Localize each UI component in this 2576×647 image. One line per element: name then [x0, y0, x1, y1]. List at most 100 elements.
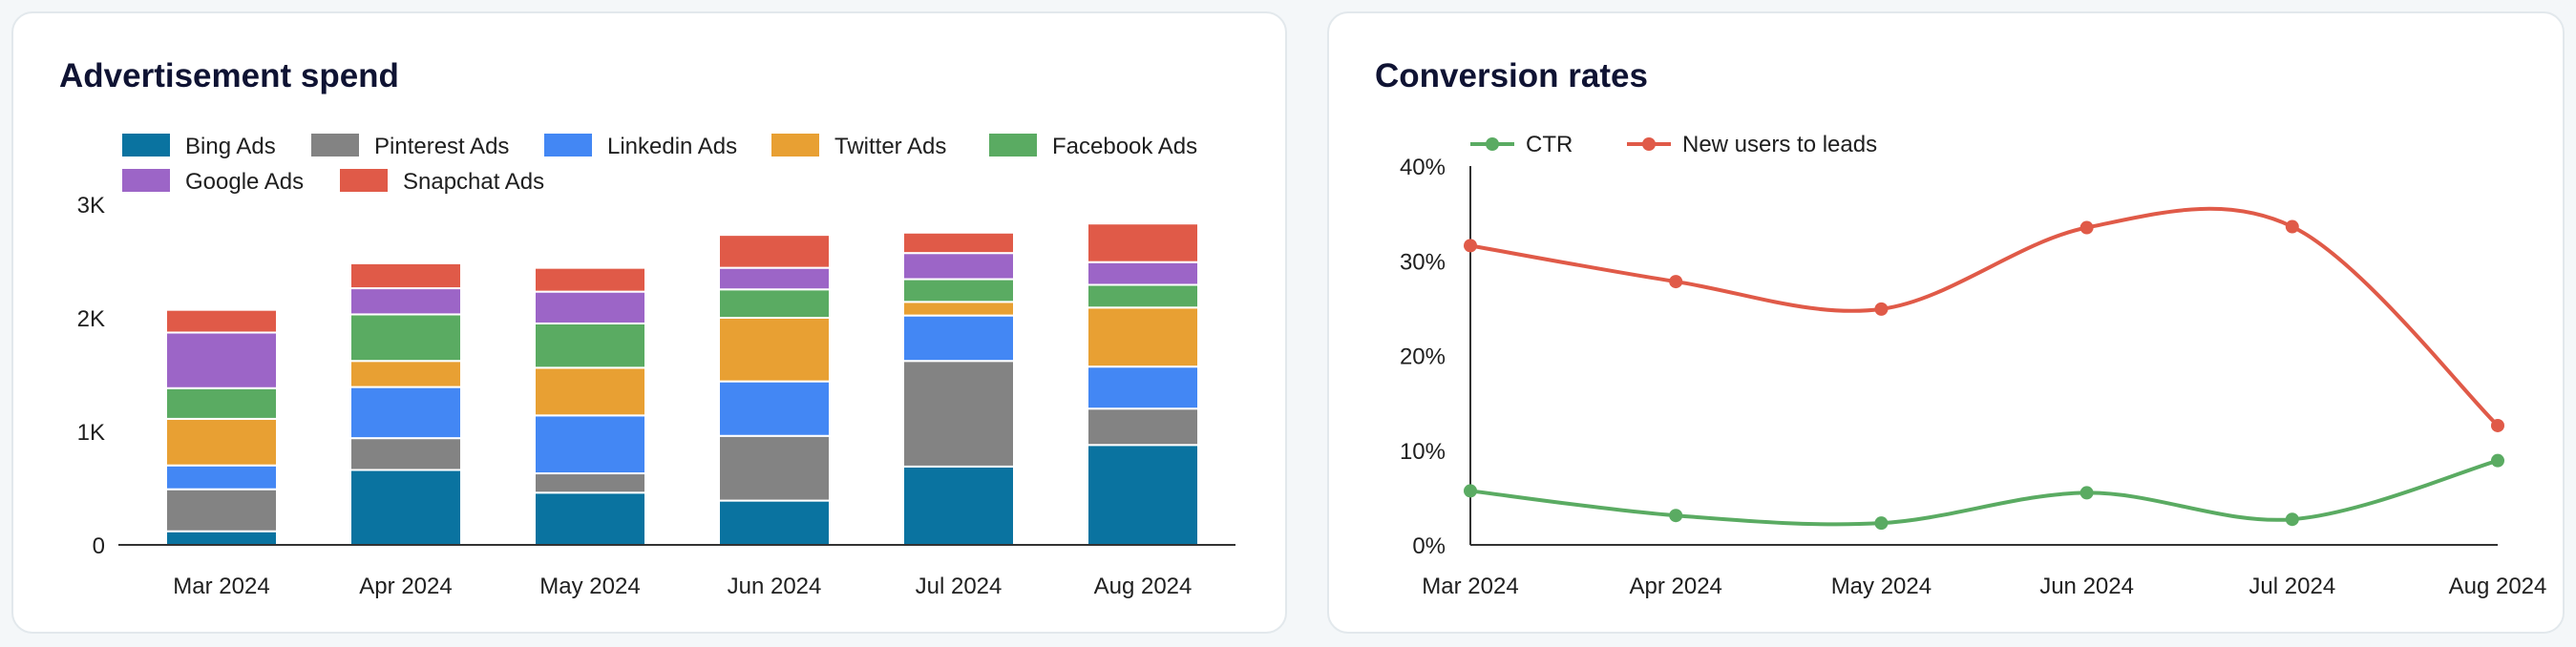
- y-tick-label: 10%: [1400, 439, 1446, 465]
- legend-swatch: [122, 134, 170, 157]
- bar-segment: [349, 469, 462, 546]
- data-point: [1464, 239, 1477, 253]
- y-tick-label: 0: [93, 533, 105, 559]
- bar-segment: [1087, 407, 1199, 447]
- bar-segment: [902, 465, 1015, 547]
- y-tick-label: 30%: [1400, 249, 1446, 275]
- bar-segment: [902, 252, 1015, 281]
- bar-stack: [349, 261, 462, 546]
- y-tick-label: 40%: [1400, 155, 1446, 180]
- data-point: [1874, 302, 1889, 316]
- data-point: [1669, 509, 1683, 523]
- bar-segment: [534, 414, 646, 475]
- bar-segment: [902, 301, 1015, 317]
- conversion-rates-chart: CTR New users to leads 0% 10% 20% 30% 40% Mar 2…: [1400, 132, 2547, 599]
- legend-swatch: [122, 169, 170, 192]
- bar-segment: [165, 308, 278, 334]
- legend-item: Snapchat Ads: [340, 169, 544, 195]
- legend-item: Twitter Ads: [771, 134, 946, 159]
- legend-label: New users to leads: [1682, 132, 1877, 157]
- bar-segment: [902, 278, 1015, 303]
- bar-segment: [1087, 222, 1199, 263]
- legend-swatch: [771, 134, 819, 157]
- bar-segment: [349, 386, 462, 440]
- legend-item: Google Ads: [122, 169, 304, 195]
- bar-segment: [1087, 365, 1199, 410]
- bar-segment: [165, 530, 278, 546]
- data-point: [2080, 220, 2094, 235]
- x-tick-label: Jun 2024: [2039, 574, 2134, 599]
- data-point: [1874, 516, 1889, 531]
- legend-label: Google Ads: [185, 169, 304, 195]
- bar-segment: [902, 314, 1015, 363]
- bar-stack: [534, 266, 646, 547]
- legend-label: Bing Ads: [185, 134, 276, 159]
- legend-label: CTR: [1526, 132, 1573, 157]
- legend-label: Snapchat Ads: [403, 169, 544, 195]
- data-point: [2285, 512, 2299, 527]
- x-tick-label: Apr 2024: [359, 574, 452, 599]
- legend-label: Pinterest Ads: [374, 134, 509, 159]
- legend-item: CTR: [1470, 132, 1573, 157]
- x-tick-label: Jun 2024: [728, 574, 822, 599]
- bar-segment: [534, 266, 646, 293]
- legend-label: Twitter Ads: [834, 134, 946, 159]
- data-point: [2080, 486, 2094, 500]
- bar-segment: [349, 287, 462, 316]
- x-tick-label: May 2024: [539, 574, 640, 599]
- y-tick-label: 1K: [77, 420, 105, 446]
- legend-swatch: [340, 169, 388, 192]
- bar-segment: [165, 464, 278, 490]
- legend-label: Linkedin Ads: [607, 134, 737, 159]
- legend-marker: [1486, 137, 1499, 151]
- legend-item: Facebook Ads: [989, 134, 1197, 159]
- legend-marker: [1642, 137, 1656, 151]
- x-tick-label: Jul 2024: [2249, 574, 2335, 599]
- bar-segment: [1087, 261, 1199, 286]
- bar-stack: [165, 308, 278, 546]
- bar-segment: [534, 366, 646, 417]
- series-line: [1469, 206, 2500, 428]
- bar-segment: [1087, 444, 1199, 546]
- legend-item: Bing Ads: [122, 134, 276, 159]
- bar-segment: [902, 360, 1015, 468]
- x-tick-label: Mar 2024: [1422, 574, 1518, 599]
- bar-segment: [165, 386, 278, 420]
- conversion-rates-card: Conversion rates CTR New users to leads 0%…: [1327, 11, 2565, 634]
- legend-swatch: [989, 134, 1037, 157]
- x-tick-label: May 2024: [1831, 574, 1932, 599]
- bar-segment: [165, 417, 278, 467]
- data-point: [1669, 275, 1683, 289]
- bar-segment: [534, 290, 646, 324]
- y-tick-label: 0%: [1412, 533, 1446, 559]
- bar-segment: [1087, 283, 1199, 309]
- bar-segment: [718, 317, 831, 383]
- bar-segment: [718, 380, 831, 437]
- x-tick-label: Aug 2024: [2449, 574, 2547, 599]
- bar-segment: [349, 360, 462, 388]
- legend-label: Facebook Ads: [1052, 134, 1197, 159]
- bar-stack: [902, 231, 1015, 547]
- advertisement-spend-card: Advertisement spend Bing Ads Pinterest Ad…: [11, 11, 1287, 634]
- y-tick-label: 2K: [77, 306, 105, 332]
- bar-segment: [349, 313, 462, 363]
- bar-segment: [718, 499, 831, 546]
- x-tick-label: Jul 2024: [916, 574, 1003, 599]
- x-tick-label: Aug 2024: [1094, 574, 1193, 599]
- bar-segment: [534, 472, 646, 494]
- chart-title: Conversion rates: [1375, 57, 1648, 94]
- data-point: [2285, 219, 2299, 234]
- data-point: [2491, 418, 2504, 432]
- bar-segment: [718, 288, 831, 319]
- bar-segment: [349, 261, 462, 290]
- bar-segment: [165, 331, 278, 389]
- y-tick-label: 20%: [1400, 344, 1446, 370]
- series-ctr: [1464, 453, 2504, 531]
- bar-stack: [718, 234, 831, 546]
- legend-item: Linkedin Ads: [544, 134, 737, 159]
- bar-segment: [165, 488, 278, 532]
- advertisement-spend-chart: Bing Ads Pinterest Ads Linkedin Ads Twitter…: [77, 134, 1235, 599]
- bar-segment: [534, 322, 646, 369]
- chart-title: Advertisement spend: [59, 57, 399, 94]
- x-tick-label: Apr 2024: [1629, 574, 1721, 599]
